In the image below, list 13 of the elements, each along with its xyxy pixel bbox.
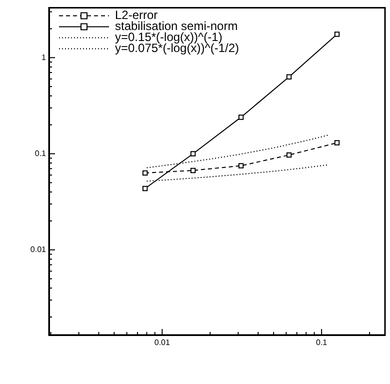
point	[142, 186, 148, 192]
point	[190, 151, 196, 156]
y-tick-label: 1	[42, 52, 47, 62]
point	[286, 74, 292, 80]
point	[334, 32, 340, 37]
point	[238, 114, 244, 120]
point	[286, 152, 292, 158]
point	[142, 170, 148, 176]
y-tick-label: 0.01	[30, 245, 47, 254]
point	[334, 140, 340, 146]
point	[238, 163, 244, 168]
point	[190, 168, 196, 174]
y-tick-label: 0.1	[34, 148, 47, 158]
